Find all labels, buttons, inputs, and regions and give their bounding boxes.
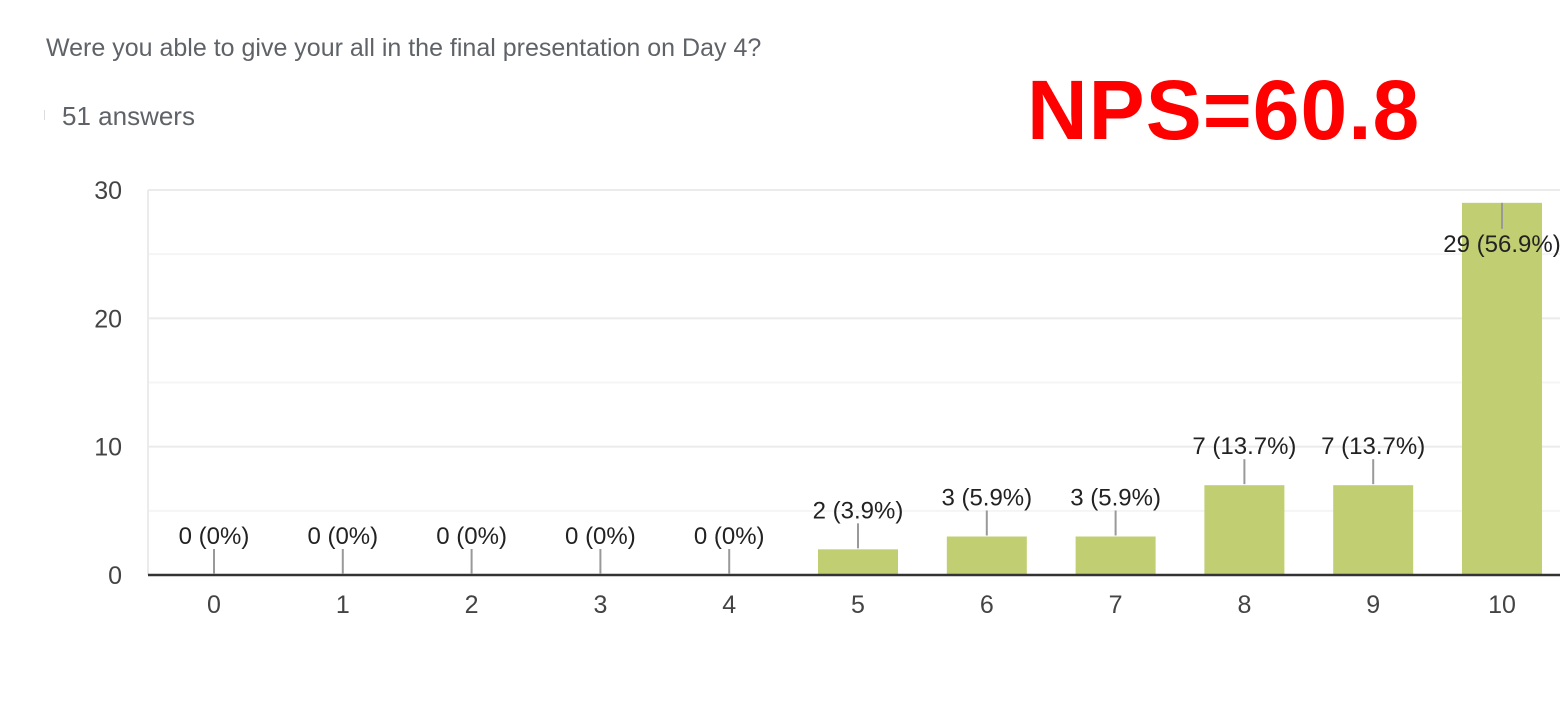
data-label: 0 (0%) (565, 523, 636, 550)
x-tick-label: 9 (1366, 591, 1380, 619)
bars (818, 202, 1542, 576)
data-label: 0 (0%) (436, 523, 507, 550)
answers-marker (44, 110, 45, 120)
nps-annotation: NPS=60.8 (1027, 63, 1421, 157)
data-labels: 0 (0%) 0 (0%) 0 (0%) 0 (0%) 0 (0%) 2 (3.9%) 3 … (179, 202, 1560, 574)
y-tick-label: 20 (94, 305, 122, 333)
data-label: 3 (5.9%) (1070, 485, 1161, 512)
y-tick-label: 0 (108, 562, 122, 590)
bar-6 (946, 536, 1027, 575)
bar-5 (818, 549, 898, 575)
x-tick-label: 8 (1237, 591, 1251, 619)
y-tick-label: 30 (94, 177, 122, 205)
answers-count: 51 answers (62, 101, 195, 131)
grid-lines (147, 189, 1560, 575)
x-tick-label: 5 (851, 591, 865, 619)
question-title: Were you able to give your all in the fi… (46, 34, 762, 62)
x-tick-label: 4 (722, 591, 736, 619)
x-tick-label: 3 (593, 591, 607, 619)
axes: 0 10 20 30 0 1 2 3 4 5 6 7 8 9 10 (94, 177, 1560, 619)
data-label: 7 (13.7%) (1321, 433, 1425, 460)
bar-9 (1333, 485, 1414, 575)
x-tick-label: 2 (465, 591, 479, 619)
data-label: 0 (0%) (179, 523, 250, 550)
bar-10 (1462, 202, 1542, 576)
data-label: 0 (0%) (694, 523, 765, 550)
y-tick-label: 10 (94, 434, 122, 462)
data-label: 29 (56.9%) (1443, 231, 1560, 258)
data-label: 0 (0%) (307, 523, 378, 550)
data-label: 3 (5.9%) (941, 485, 1032, 512)
bar-8 (1204, 485, 1285, 575)
bar-7 (1075, 536, 1156, 575)
x-tick-label: 1 (336, 591, 350, 619)
x-tick-label: 7 (1109, 591, 1123, 619)
x-tick-label: 0 (207, 591, 221, 619)
data-label: 2 (3.9%) (813, 497, 904, 524)
x-tick-label: 10 (1488, 591, 1516, 619)
x-tick-label: 6 (980, 591, 994, 619)
data-label: 7 (13.7%) (1192, 433, 1296, 460)
